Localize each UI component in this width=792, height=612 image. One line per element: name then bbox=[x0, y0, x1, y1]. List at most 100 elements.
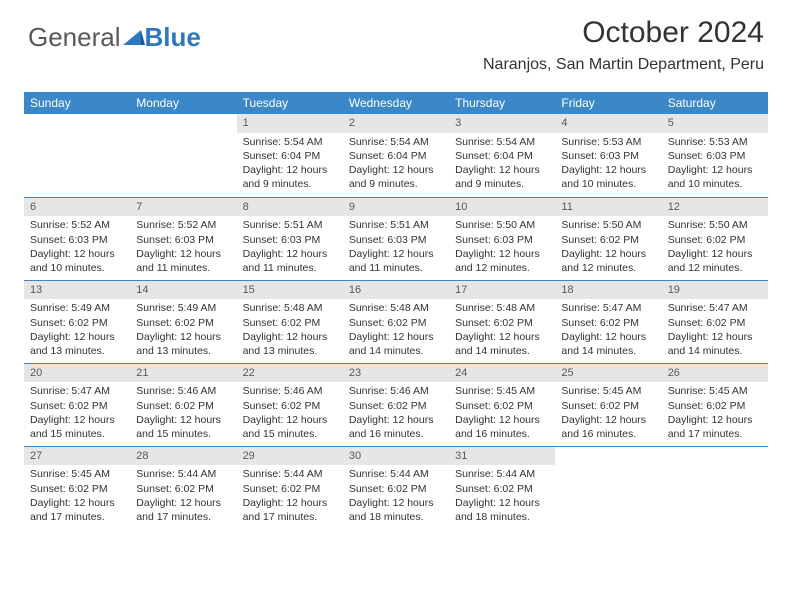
sunset-text: Sunset: 6:03 PM bbox=[243, 233, 337, 247]
sunset-text: Sunset: 6:03 PM bbox=[30, 233, 124, 247]
calendar-day-cell: 27Sunrise: 5:45 AMSunset: 6:02 PMDayligh… bbox=[24, 446, 130, 529]
day-details: Sunrise: 5:46 AMSunset: 6:02 PMDaylight:… bbox=[343, 382, 449, 445]
daylight-text: Daylight: 12 hours and 18 minutes. bbox=[349, 496, 443, 524]
day-number: 14 bbox=[130, 281, 236, 300]
day-number: 29 bbox=[237, 447, 343, 466]
sunset-text: Sunset: 6:02 PM bbox=[668, 233, 762, 247]
calendar-day-cell: 16Sunrise: 5:48 AMSunset: 6:02 PMDayligh… bbox=[343, 280, 449, 363]
calendar-day-cell: 29Sunrise: 5:44 AMSunset: 6:02 PMDayligh… bbox=[237, 446, 343, 529]
sunrise-text: Sunrise: 5:44 AM bbox=[349, 467, 443, 481]
daylight-text: Daylight: 12 hours and 15 minutes. bbox=[30, 413, 124, 441]
day-details: Sunrise: 5:49 AMSunset: 6:02 PMDaylight:… bbox=[130, 299, 236, 362]
daylight-text: Daylight: 12 hours and 17 minutes. bbox=[136, 496, 230, 524]
day-number: 15 bbox=[237, 281, 343, 300]
sunset-text: Sunset: 6:02 PM bbox=[349, 482, 443, 496]
sunrise-text: Sunrise: 5:53 AM bbox=[561, 135, 655, 149]
day-number: 3 bbox=[449, 114, 555, 133]
daylight-text: Daylight: 12 hours and 9 minutes. bbox=[455, 163, 549, 191]
daylight-text: Daylight: 12 hours and 11 minutes. bbox=[243, 247, 337, 275]
day-details: Sunrise: 5:50 AMSunset: 6:02 PMDaylight:… bbox=[555, 216, 661, 279]
sunrise-text: Sunrise: 5:46 AM bbox=[243, 384, 337, 398]
sunrise-text: Sunrise: 5:44 AM bbox=[243, 467, 337, 481]
day-number: 31 bbox=[449, 447, 555, 466]
daylight-text: Daylight: 12 hours and 14 minutes. bbox=[561, 330, 655, 358]
day-details: Sunrise: 5:52 AMSunset: 6:03 PMDaylight:… bbox=[130, 216, 236, 279]
daylight-text: Daylight: 12 hours and 14 minutes. bbox=[349, 330, 443, 358]
sunset-text: Sunset: 6:02 PM bbox=[349, 316, 443, 330]
day-number: 10 bbox=[449, 198, 555, 217]
daylight-text: Daylight: 12 hours and 17 minutes. bbox=[668, 413, 762, 441]
weekday-header: Wednesday bbox=[343, 92, 449, 114]
day-number: 2 bbox=[343, 114, 449, 133]
month-title: October 2024 bbox=[483, 16, 764, 50]
day-details: Sunrise: 5:44 AMSunset: 6:02 PMDaylight:… bbox=[449, 465, 555, 528]
day-number: 13 bbox=[24, 281, 130, 300]
sunset-text: Sunset: 6:02 PM bbox=[30, 399, 124, 413]
daylight-text: Daylight: 12 hours and 9 minutes. bbox=[243, 163, 337, 191]
sunrise-text: Sunrise: 5:45 AM bbox=[455, 384, 549, 398]
sunset-text: Sunset: 6:04 PM bbox=[455, 149, 549, 163]
brand-logo: General Blue bbox=[28, 22, 201, 53]
calendar-day-cell bbox=[662, 446, 768, 529]
daylight-text: Daylight: 12 hours and 14 minutes. bbox=[668, 330, 762, 358]
sunset-text: Sunset: 6:02 PM bbox=[455, 399, 549, 413]
sunset-text: Sunset: 6:02 PM bbox=[561, 233, 655, 247]
sunset-text: Sunset: 6:03 PM bbox=[136, 233, 230, 247]
sunset-text: Sunset: 6:04 PM bbox=[243, 149, 337, 163]
sunrise-text: Sunrise: 5:51 AM bbox=[349, 218, 443, 232]
daylight-text: Daylight: 12 hours and 10 minutes. bbox=[30, 247, 124, 275]
calendar-week-row: 1Sunrise: 5:54 AMSunset: 6:04 PMDaylight… bbox=[24, 114, 768, 197]
calendar-day-cell: 15Sunrise: 5:48 AMSunset: 6:02 PMDayligh… bbox=[237, 280, 343, 363]
daylight-text: Daylight: 12 hours and 12 minutes. bbox=[455, 247, 549, 275]
sunrise-text: Sunrise: 5:49 AM bbox=[30, 301, 124, 315]
calendar-day-cell: 14Sunrise: 5:49 AMSunset: 6:02 PMDayligh… bbox=[130, 280, 236, 363]
day-details: Sunrise: 5:45 AMSunset: 6:02 PMDaylight:… bbox=[449, 382, 555, 445]
sunset-text: Sunset: 6:03 PM bbox=[561, 149, 655, 163]
day-number bbox=[130, 114, 236, 118]
day-details: Sunrise: 5:45 AMSunset: 6:02 PMDaylight:… bbox=[662, 382, 768, 445]
calendar-day-cell: 6Sunrise: 5:52 AMSunset: 6:03 PMDaylight… bbox=[24, 197, 130, 280]
daylight-text: Daylight: 12 hours and 16 minutes. bbox=[561, 413, 655, 441]
sunrise-text: Sunrise: 5:50 AM bbox=[668, 218, 762, 232]
day-details: Sunrise: 5:54 AMSunset: 6:04 PMDaylight:… bbox=[449, 133, 555, 196]
sunrise-text: Sunrise: 5:47 AM bbox=[30, 384, 124, 398]
calendar-day-cell: 25Sunrise: 5:45 AMSunset: 6:02 PMDayligh… bbox=[555, 363, 661, 446]
day-details: Sunrise: 5:47 AMSunset: 6:02 PMDaylight:… bbox=[555, 299, 661, 362]
day-number: 4 bbox=[555, 114, 661, 133]
sunrise-text: Sunrise: 5:48 AM bbox=[243, 301, 337, 315]
sunrise-text: Sunrise: 5:54 AM bbox=[455, 135, 549, 149]
sunset-text: Sunset: 6:02 PM bbox=[668, 316, 762, 330]
day-number: 24 bbox=[449, 364, 555, 383]
daylight-text: Daylight: 12 hours and 17 minutes. bbox=[30, 496, 124, 524]
day-number: 6 bbox=[24, 198, 130, 217]
day-number: 19 bbox=[662, 281, 768, 300]
calendar-day-cell bbox=[24, 114, 130, 197]
day-number: 22 bbox=[237, 364, 343, 383]
daylight-text: Daylight: 12 hours and 9 minutes. bbox=[349, 163, 443, 191]
sunset-text: Sunset: 6:02 PM bbox=[243, 482, 337, 496]
sunrise-text: Sunrise: 5:54 AM bbox=[243, 135, 337, 149]
calendar-day-cell: 8Sunrise: 5:51 AMSunset: 6:03 PMDaylight… bbox=[237, 197, 343, 280]
daylight-text: Daylight: 12 hours and 13 minutes. bbox=[136, 330, 230, 358]
calendar-day-cell: 17Sunrise: 5:48 AMSunset: 6:02 PMDayligh… bbox=[449, 280, 555, 363]
daylight-text: Daylight: 12 hours and 14 minutes. bbox=[455, 330, 549, 358]
sunrise-text: Sunrise: 5:52 AM bbox=[30, 218, 124, 232]
sunset-text: Sunset: 6:02 PM bbox=[455, 482, 549, 496]
sunset-text: Sunset: 6:03 PM bbox=[668, 149, 762, 163]
weekday-header: Saturday bbox=[662, 92, 768, 114]
day-details: Sunrise: 5:53 AMSunset: 6:03 PMDaylight:… bbox=[662, 133, 768, 196]
day-number: 17 bbox=[449, 281, 555, 300]
calendar-day-cell: 10Sunrise: 5:50 AMSunset: 6:03 PMDayligh… bbox=[449, 197, 555, 280]
day-details: Sunrise: 5:47 AMSunset: 6:02 PMDaylight:… bbox=[24, 382, 130, 445]
day-number: 30 bbox=[343, 447, 449, 466]
day-number: 5 bbox=[662, 114, 768, 133]
sunrise-text: Sunrise: 5:51 AM bbox=[243, 218, 337, 232]
daylight-text: Daylight: 12 hours and 11 minutes. bbox=[349, 247, 443, 275]
sunrise-text: Sunrise: 5:48 AM bbox=[349, 301, 443, 315]
day-number: 18 bbox=[555, 281, 661, 300]
day-number: 7 bbox=[130, 198, 236, 217]
sunset-text: Sunset: 6:02 PM bbox=[349, 399, 443, 413]
sunrise-text: Sunrise: 5:49 AM bbox=[136, 301, 230, 315]
day-details: Sunrise: 5:46 AMSunset: 6:02 PMDaylight:… bbox=[237, 382, 343, 445]
calendar-day-cell: 5Sunrise: 5:53 AMSunset: 6:03 PMDaylight… bbox=[662, 114, 768, 197]
